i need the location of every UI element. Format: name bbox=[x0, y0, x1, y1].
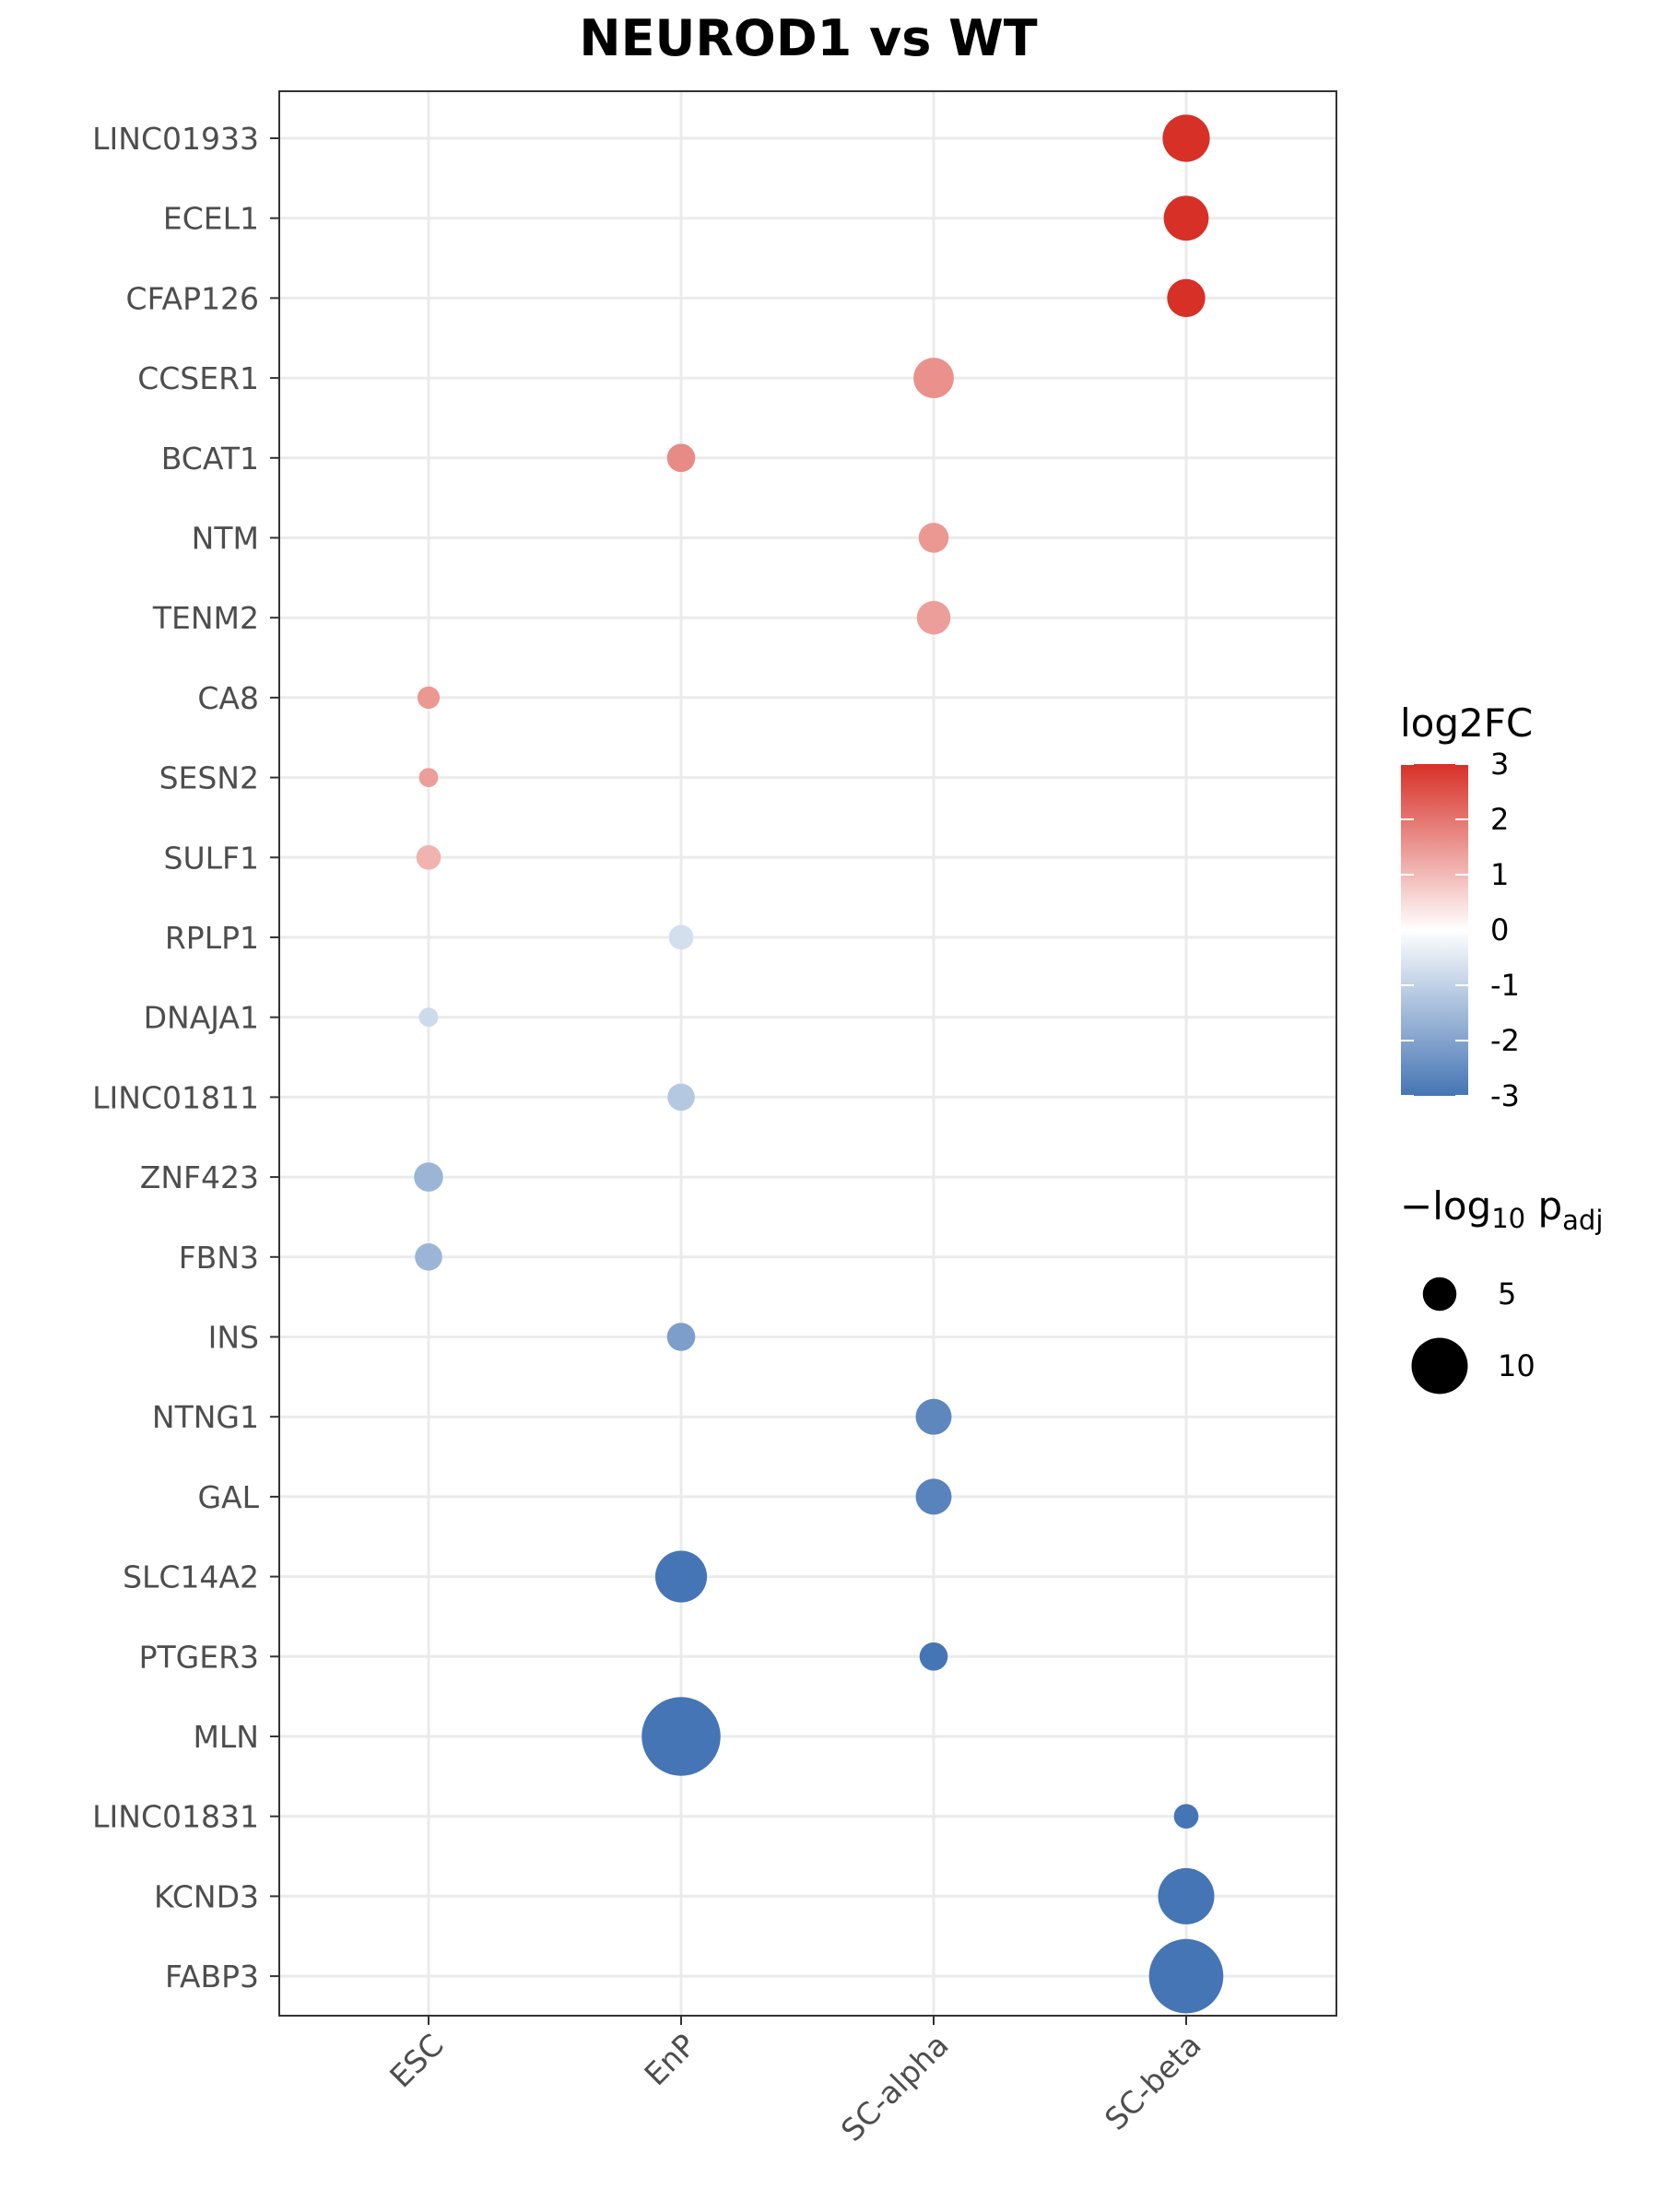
data-points bbox=[414, 114, 1224, 2014]
y-tick-label: ZNF423 bbox=[140, 1159, 259, 1195]
data-point bbox=[1148, 1938, 1224, 2014]
y-tick-label: LINC01811 bbox=[92, 1079, 259, 1115]
plot-border bbox=[278, 90, 1337, 2017]
x-axis: ESC EnP SC-alpha SC-beta bbox=[382, 2016, 1208, 2148]
y-tick-label: LINC01831 bbox=[92, 1799, 259, 1835]
color-tick-label: -3 bbox=[1490, 1078, 1520, 1113]
color-tick-label: 0 bbox=[1490, 912, 1509, 947]
plot-background bbox=[279, 91, 1336, 2016]
size-legend-key bbox=[1411, 1337, 1468, 1394]
x-tick-label: ESC bbox=[382, 2027, 450, 2094]
y-tick-label: ECEL1 bbox=[163, 201, 259, 237]
y-tick-label: SULF1 bbox=[164, 840, 259, 876]
y-tick-label: TENM2 bbox=[152, 600, 259, 636]
y-tick-label: MLN bbox=[193, 1719, 259, 1755]
color-tick-label: -2 bbox=[1490, 1023, 1520, 1058]
y-tick-label: CFAP126 bbox=[126, 280, 259, 316]
size-legend-title: −log10 padj bbox=[1400, 1183, 1603, 1236]
y-tick-label: FBN3 bbox=[179, 1240, 259, 1276]
data-point bbox=[919, 1641, 948, 1671]
data-point bbox=[666, 443, 696, 473]
color-legend-title: log2FC bbox=[1400, 700, 1533, 746]
x-tick-label: SC-beta bbox=[1098, 2027, 1208, 2137]
size-legend-label: 10 bbox=[1498, 1348, 1535, 1383]
data-point bbox=[918, 523, 949, 553]
data-point bbox=[668, 924, 694, 950]
color-tick-label: 3 bbox=[1490, 747, 1509, 782]
y-tick-label: LINC01933 bbox=[92, 121, 259, 157]
y-tick-label: RPLP1 bbox=[165, 920, 259, 956]
data-point bbox=[1158, 1867, 1215, 1924]
data-point bbox=[418, 768, 439, 788]
y-tick-label: NTNG1 bbox=[152, 1399, 259, 1435]
data-point bbox=[915, 1398, 952, 1435]
data-point bbox=[416, 844, 441, 870]
x-tick-label: SC-alpha bbox=[834, 2027, 956, 2148]
color-tick-label: -1 bbox=[1490, 968, 1520, 1003]
data-point bbox=[915, 1478, 952, 1515]
y-tick-label: CCSER1 bbox=[137, 360, 259, 396]
color-tick-label: 1 bbox=[1490, 857, 1509, 892]
y-tick-label: FABP3 bbox=[165, 1959, 259, 1994]
y-tick-label: SLC14A2 bbox=[123, 1559, 259, 1595]
y-tick-label: DNAJA1 bbox=[144, 1000, 259, 1036]
data-point bbox=[414, 1162, 443, 1192]
size-legend: −log10 padj 5 10 bbox=[1400, 1183, 1603, 1394]
data-point bbox=[667, 1083, 695, 1112]
data-point bbox=[1162, 114, 1210, 162]
y-tick-label: INS bbox=[208, 1320, 259, 1356]
y-tick-label: BCAT1 bbox=[161, 441, 259, 477]
y-tick-label: PTGER3 bbox=[139, 1639, 259, 1675]
size-legend-key bbox=[1422, 1277, 1457, 1312]
data-point bbox=[654, 1550, 708, 1603]
color-tick-label: 2 bbox=[1490, 802, 1509, 837]
data-point bbox=[641, 1697, 721, 1776]
y-tick-label: CA8 bbox=[197, 680, 259, 716]
data-point bbox=[913, 358, 954, 399]
data-point bbox=[418, 1007, 439, 1028]
y-axis: LINC01933 ECEL1 CFAP126 CCSER1 BCAT1 NTM TENM2… bbox=[92, 121, 279, 1994]
size-legend-label: 5 bbox=[1498, 1277, 1516, 1312]
y-tick-label: SESN2 bbox=[159, 760, 259, 796]
data-point bbox=[916, 600, 951, 635]
color-legend: log2FC 3 2 1 0 -1 -2 -3 bbox=[1400, 700, 1533, 1113]
data-point bbox=[1173, 1804, 1199, 1830]
x-tick-label: EnP bbox=[637, 2027, 702, 2092]
data-point bbox=[1163, 195, 1209, 241]
y-tick-label: KCND3 bbox=[154, 1878, 259, 1914]
data-point bbox=[666, 1323, 696, 1351]
y-tick-label: GAL bbox=[197, 1479, 259, 1515]
data-point bbox=[415, 1242, 442, 1271]
data-point bbox=[1167, 278, 1206, 318]
data-point bbox=[417, 686, 441, 710]
y-tick-label: NTM bbox=[192, 521, 259, 557]
chart-title: NEUROD1 vs WT bbox=[579, 9, 1037, 67]
